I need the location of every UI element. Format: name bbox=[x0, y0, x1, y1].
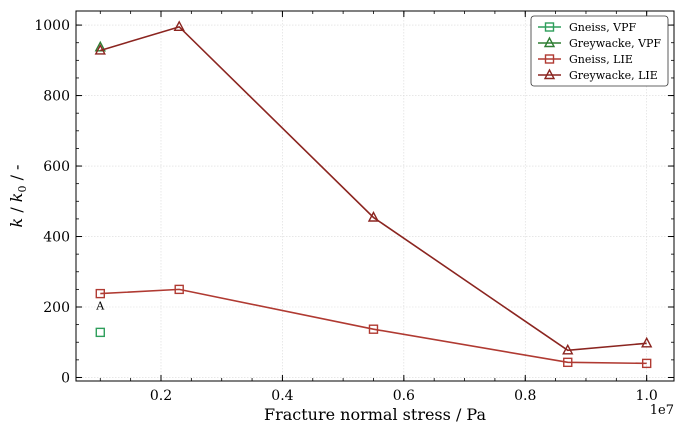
data-point bbox=[368, 324, 379, 334]
legend-label: Greywacke, LIE bbox=[569, 69, 658, 82]
data-point bbox=[95, 288, 105, 299]
x-offset-label: 1e7 bbox=[650, 403, 674, 418]
plot-frame bbox=[75, 10, 675, 382]
legend-marker bbox=[544, 54, 555, 64]
x-axis-title: Fracture normal stress / Pa bbox=[264, 405, 486, 424]
y-axis-title-k: k bbox=[7, 193, 26, 203]
data-point bbox=[174, 284, 184, 295]
data-point bbox=[94, 43, 106, 55]
y-tick-label: 200 bbox=[43, 300, 70, 316]
x-tick-label: 1.0 bbox=[636, 388, 658, 404]
data-point bbox=[95, 327, 105, 338]
axes: 0.2 0.4 0.6 0.8 1.0 0 200 400 600 800 1000 bbox=[34, 11, 674, 404]
y-axis-title-sep: / bbox=[7, 202, 26, 218]
legend-box bbox=[530, 15, 669, 87]
legend-label: Gneiss, VPF bbox=[569, 21, 637, 34]
y-tick-label: 1000 bbox=[34, 18, 70, 34]
legend-item: Greywacke, LIE bbox=[538, 68, 658, 82]
series bbox=[94, 40, 106, 52]
series-layer bbox=[94, 20, 653, 369]
data-point bbox=[173, 20, 185, 32]
y-tick-label: 800 bbox=[43, 89, 70, 105]
legend-label: Greywacke, VPF bbox=[569, 37, 661, 50]
legend-label: Gneiss, LIE bbox=[569, 53, 633, 66]
data-point bbox=[94, 40, 106, 52]
data-point bbox=[562, 343, 574, 355]
y-axis-title-main: k bbox=[7, 218, 26, 228]
y-tick-label: 400 bbox=[43, 230, 70, 246]
series bbox=[95, 327, 105, 338]
y-axis-title-sub: 0 bbox=[16, 186, 29, 193]
series-line bbox=[100, 25, 647, 352]
series-line bbox=[100, 288, 647, 365]
legend-item: Gneiss, VPF bbox=[538, 21, 637, 34]
legend-item: Greywacke, VPF bbox=[538, 36, 661, 50]
data-point bbox=[367, 210, 380, 222]
data-point bbox=[641, 358, 652, 369]
data-point bbox=[641, 336, 653, 348]
x-tick-label: 0.4 bbox=[271, 388, 293, 404]
y-axis-title-tail: / - bbox=[7, 165, 26, 186]
x-tick-label: 0.6 bbox=[393, 388, 415, 404]
y-tick-label: 600 bbox=[43, 159, 70, 175]
legend-marker bbox=[543, 36, 556, 48]
series bbox=[94, 20, 653, 355]
y-tick-label: 0 bbox=[61, 370, 70, 386]
x-tick-label: 0.2 bbox=[150, 388, 172, 404]
x-tick-label: 0.8 bbox=[514, 388, 536, 404]
annotation-label: A bbox=[95, 300, 105, 313]
legend-item: Gneiss, LIE bbox=[538, 53, 633, 66]
legend-marker bbox=[544, 22, 555, 32]
data-point bbox=[563, 357, 573, 368]
annotations: A bbox=[95, 300, 105, 313]
series bbox=[95, 284, 652, 369]
legend-marker bbox=[543, 68, 556, 80]
y-axis-title: k / k0 / - bbox=[7, 165, 29, 228]
legend: Gneiss, VPF Greywacke, VPF Gneiss, LIE Grey… bbox=[530, 15, 669, 87]
